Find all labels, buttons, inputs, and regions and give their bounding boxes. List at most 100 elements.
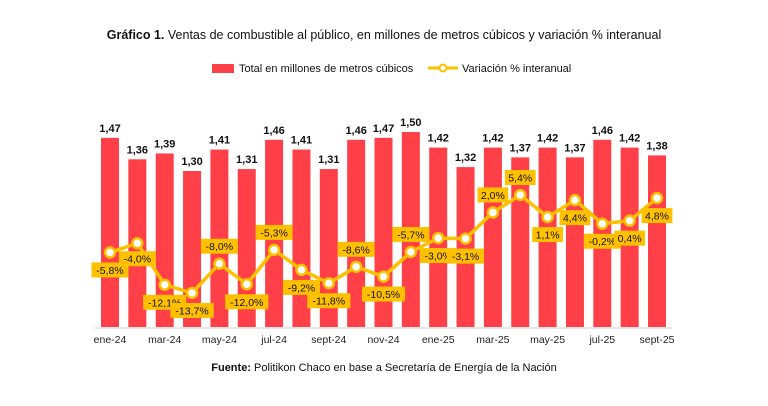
legend-line-label: Variación % interanual <box>462 63 571 75</box>
line-value-label: 4,4% <box>563 213 587 225</box>
x-tick-label: may-25 <box>530 334 565 346</box>
legend-bar-swatch <box>212 64 234 73</box>
bar-value-label: 1,50 <box>400 117 421 129</box>
line-label-box <box>225 294 269 310</box>
line-value-label: -13,7% <box>175 305 208 317</box>
line-value-label: -0,2% <box>589 236 616 248</box>
line-point <box>541 210 554 224</box>
bar-value-label: 1,41 <box>209 135 230 147</box>
line-point <box>623 214 636 227</box>
bar-value-label: 1,31 <box>318 154 339 166</box>
line-point <box>514 188 527 202</box>
bar-value-label: 1,30 <box>181 156 202 168</box>
line-value-label: -11,8% <box>313 296 346 308</box>
line-value-label: -5,7% <box>397 229 424 241</box>
line-label-box <box>532 227 563 243</box>
bar <box>101 137 119 327</box>
line-point <box>596 217 609 230</box>
x-tick-label: ene-24 <box>94 334 127 346</box>
bar <box>347 139 366 327</box>
line-point <box>486 206 500 219</box>
line-point <box>459 232 472 245</box>
bar-value-label: 1,47 <box>99 123 120 135</box>
bar-value-label: 1,42 <box>619 133 640 145</box>
line-value-label: -9,2% <box>288 282 315 294</box>
line-point <box>404 245 418 259</box>
bar-value-label: 1,37 <box>510 142 531 154</box>
bar-value-label: 1,32 <box>455 152 476 164</box>
line-label-box <box>170 302 214 318</box>
line-point <box>349 260 363 274</box>
bar-value-label: 1,41 <box>291 135 312 147</box>
bar <box>210 149 229 327</box>
line-label-box <box>614 230 646 246</box>
line-label-box <box>255 224 293 240</box>
line-value-label: 5,4% <box>508 172 532 184</box>
line-label-box <box>282 279 320 295</box>
line-value-label: -3,0% <box>424 251 451 263</box>
bar-value-label: 1,46 <box>592 125 613 137</box>
bar <box>648 155 666 327</box>
line-label-box <box>200 238 238 254</box>
bar <box>456 167 475 327</box>
x-tick-label: jul-25 <box>588 334 615 346</box>
x-tick-label: nov-24 <box>367 334 399 346</box>
line-label-box <box>504 169 536 185</box>
line-label-box <box>641 208 673 224</box>
line-value-label: -4,0% <box>124 254 151 266</box>
line-point <box>267 243 281 257</box>
x-tick-label: mar-24 <box>148 334 181 346</box>
legend-bar-label: Total en millones de metros cúbicos <box>239 63 414 75</box>
bar-value-label: 1,31 <box>236 154 257 166</box>
line-label-box <box>118 251 156 267</box>
bar-value-label: 1,38 <box>646 140 667 152</box>
line-value-label: 1,1% <box>536 230 560 242</box>
line-value-label: -10,5% <box>367 289 400 301</box>
line-point <box>568 193 582 207</box>
line-value-label: -8,6% <box>342 244 369 256</box>
line-value-label: -8,0% <box>206 241 233 253</box>
bar-value-label: 1,46 <box>345 125 366 137</box>
line-point <box>650 191 664 205</box>
line-point <box>213 257 226 270</box>
x-tick-label: jul-24 <box>260 334 287 346</box>
bar-value-label: 1,42 <box>427 133 448 145</box>
line-value-label: -5,3% <box>260 227 287 239</box>
line-point <box>240 278 253 291</box>
x-tick-label: may-24 <box>202 334 237 346</box>
line-point <box>185 286 199 300</box>
line-point <box>431 231 445 245</box>
bar-value-label: 1,37 <box>564 142 585 154</box>
x-tick-label: ene-25 <box>422 334 455 346</box>
line-label-box <box>447 248 485 264</box>
chart-title: Gráfico 1. Ventas de combustible al públ… <box>107 28 661 42</box>
bar-value-label: 1,42 <box>482 133 503 145</box>
bar <box>593 139 612 327</box>
bar <box>483 147 502 327</box>
line-label-box <box>583 233 621 249</box>
line-point <box>295 263 308 277</box>
line-point <box>322 276 336 290</box>
line-value-label: 4,8% <box>645 211 669 223</box>
line-value-label: -12,0% <box>230 297 263 309</box>
bar-value-label: 1,36 <box>127 144 148 156</box>
legend: Total en millones de metros cúbicos Vari… <box>212 63 571 75</box>
line-point <box>158 278 171 292</box>
line-point <box>377 270 390 283</box>
line-value-label: 0,4% <box>618 233 642 245</box>
line-label-box <box>361 286 406 302</box>
x-tick-label: sept-25 <box>639 334 674 346</box>
line-label-box <box>307 293 351 309</box>
line-label-box <box>477 187 509 203</box>
source-note: Fuente: Politikon Chaco en base a Secret… <box>211 362 557 374</box>
bar-value-label: 1,46 <box>263 125 284 137</box>
bar <box>565 157 584 327</box>
legend-line-marker <box>438 63 448 73</box>
bar-value-label: 1,42 <box>537 133 558 145</box>
line-value-label: -5,8% <box>96 265 123 277</box>
line-value-label: 2,0% <box>481 190 505 202</box>
line-point <box>131 236 144 250</box>
line-value-label: -3,1% <box>452 251 479 263</box>
line-point <box>103 246 117 259</box>
